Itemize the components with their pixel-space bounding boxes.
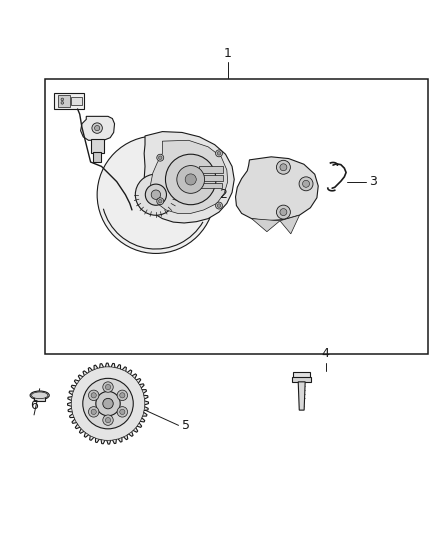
Circle shape — [71, 367, 145, 440]
Circle shape — [185, 174, 196, 185]
Circle shape — [159, 156, 162, 159]
Circle shape — [96, 391, 120, 416]
Polygon shape — [81, 116, 115, 140]
Text: 6: 6 — [30, 399, 38, 413]
Circle shape — [166, 154, 216, 205]
Bar — [199, 182, 222, 188]
Polygon shape — [252, 219, 280, 232]
Circle shape — [88, 407, 99, 417]
Circle shape — [83, 378, 133, 429]
Text: 3: 3 — [369, 175, 377, 188]
Bar — [292, 377, 311, 382]
Bar — [293, 372, 310, 379]
Text: 5: 5 — [182, 419, 190, 432]
Circle shape — [61, 102, 64, 104]
Circle shape — [217, 204, 221, 207]
Circle shape — [103, 398, 113, 409]
Circle shape — [280, 164, 287, 171]
Circle shape — [120, 409, 125, 415]
Polygon shape — [143, 132, 234, 223]
Polygon shape — [67, 363, 148, 444]
Circle shape — [280, 208, 287, 215]
Polygon shape — [298, 382, 305, 410]
Bar — [93, 152, 102, 162]
Circle shape — [92, 123, 102, 133]
Bar — [91, 140, 104, 154]
Bar — [35, 395, 45, 401]
Polygon shape — [280, 215, 300, 234]
Bar — [53, 93, 84, 109]
Bar — [58, 95, 70, 107]
Circle shape — [159, 199, 162, 203]
Circle shape — [103, 415, 113, 425]
Bar — [199, 166, 223, 173]
Circle shape — [157, 198, 164, 205]
Text: 4: 4 — [321, 347, 329, 360]
Circle shape — [151, 190, 161, 199]
Circle shape — [145, 184, 166, 205]
Polygon shape — [151, 140, 228, 213]
Circle shape — [276, 160, 290, 174]
Circle shape — [95, 125, 100, 131]
Ellipse shape — [30, 391, 49, 400]
Circle shape — [117, 407, 127, 417]
Circle shape — [215, 150, 223, 157]
Circle shape — [299, 177, 313, 191]
Circle shape — [177, 166, 205, 193]
Circle shape — [91, 393, 96, 398]
Circle shape — [217, 151, 221, 155]
Circle shape — [61, 98, 64, 101]
Bar — [71, 97, 82, 106]
Circle shape — [103, 382, 113, 392]
Circle shape — [97, 136, 215, 254]
Text: 1: 1 — [224, 47, 232, 60]
Circle shape — [135, 174, 177, 215]
Circle shape — [303, 180, 310, 187]
Bar — [199, 175, 223, 181]
Circle shape — [88, 390, 99, 400]
Circle shape — [120, 393, 125, 398]
Bar — [45, 79, 428, 353]
Circle shape — [106, 417, 111, 423]
Circle shape — [106, 384, 111, 390]
Ellipse shape — [32, 392, 48, 399]
Text: 2: 2 — [219, 188, 227, 201]
Circle shape — [215, 202, 223, 209]
Polygon shape — [236, 157, 318, 221]
Circle shape — [117, 390, 127, 400]
Circle shape — [276, 205, 290, 219]
Circle shape — [157, 154, 164, 161]
Circle shape — [91, 409, 96, 415]
